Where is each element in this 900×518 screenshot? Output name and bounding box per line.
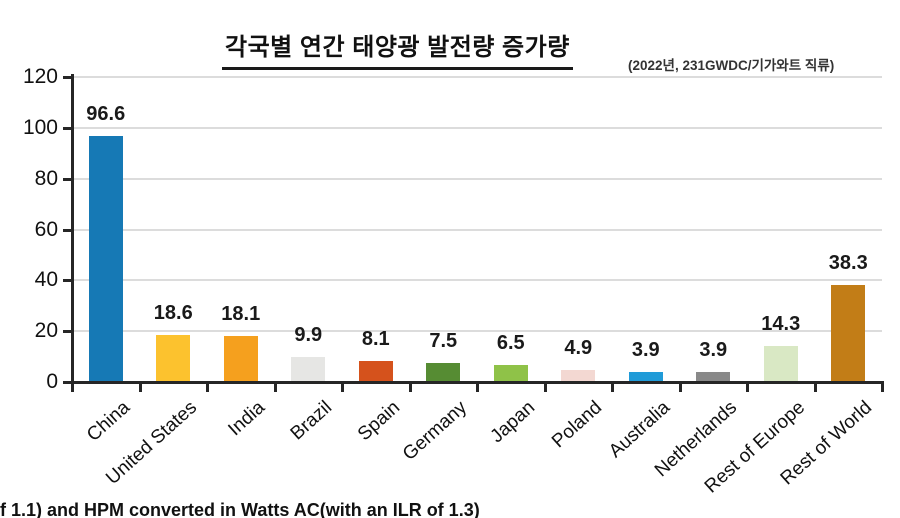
x-axis-tick-3 — [273, 384, 277, 392]
gridline-80 — [72, 177, 882, 180]
x-axis-label-poland: Poland — [548, 397, 607, 453]
y-axis-label-120: 120 — [22, 65, 58, 88]
footnote-clipped-text: f 1.1) and HPM converted in Watts AC(wit… — [0, 500, 480, 518]
chart-subtitle: (2022년, 231GWDC/기가와트 직류) — [628, 58, 835, 73]
y-axis-tick-20 — [63, 330, 72, 334]
x-axis-label-india: India — [224, 397, 269, 441]
y-axis-tick-100 — [63, 126, 72, 130]
bar-rest-of-world — [831, 284, 866, 382]
x-axis-tick-8 — [611, 384, 614, 392]
x-axis-tick-11 — [813, 384, 817, 392]
x-axis-tick-4 — [341, 384, 344, 392]
y-axis-label-0: 0 — [46, 370, 58, 393]
bar-value-china: 96.6 — [86, 103, 126, 126]
bar-value-rest-of-europe: 14.3 — [761, 312, 801, 335]
bar-value-india: 18.1 — [221, 302, 261, 325]
y-axis-line — [71, 74, 74, 385]
bar-india — [223, 335, 258, 382]
gridline-60 — [72, 228, 882, 231]
x-axis-label-germany: Germany — [399, 397, 472, 465]
x-axis-tick-1 — [138, 384, 142, 392]
bar-value-spain: 8.1 — [361, 328, 390, 351]
y-axis-label-20: 20 — [34, 319, 58, 343]
y-axis-tick-80 — [63, 177, 72, 181]
bar-poland — [561, 369, 596, 382]
y-axis-tick-60 — [63, 228, 72, 232]
x-axis-label-spain: Spain — [353, 397, 404, 446]
bar-spain — [358, 361, 393, 382]
x-axis-label-japan: Japan — [486, 397, 539, 448]
y-axis-tick-40 — [63, 279, 72, 283]
x-axis-label-brazil: Brazil — [286, 397, 337, 445]
x-axis-tick-5 — [408, 384, 412, 392]
y-axis-tick-0 — [63, 381, 72, 384]
y-axis-label-60: 60 — [34, 217, 58, 241]
bar-value-brazil: 9.9 — [294, 323, 323, 346]
bar-australia — [628, 372, 663, 382]
x-axis-tick-7 — [543, 384, 547, 392]
x-axis-tick-9 — [678, 384, 682, 392]
y-axis-label-100: 100 — [22, 115, 58, 139]
gridline-120 — [72, 76, 882, 78]
x-axis-tick-12 — [881, 384, 884, 392]
bar-value-australia: 3.9 — [631, 339, 660, 362]
bar-netherlands — [696, 372, 731, 382]
bar-germany — [426, 362, 461, 382]
x-axis-label-china: China — [82, 397, 134, 446]
y-axis-label-80: 80 — [34, 166, 58, 190]
y-axis-label-40: 40 — [34, 268, 58, 292]
x-axis-tick-6 — [476, 384, 479, 392]
bar-value-rest-of-world: 38.3 — [828, 251, 868, 274]
bar-rest-of-europe — [763, 345, 798, 382]
bar-value-netherlands: 3.9 — [699, 339, 728, 362]
bar-value-germany: 7.5 — [429, 329, 458, 352]
bar-brazil — [291, 356, 326, 382]
gridline-100 — [72, 126, 882, 129]
x-axis-tick-10 — [746, 384, 749, 392]
x-axis-tick-0 — [71, 384, 74, 392]
bar-united-states — [156, 334, 191, 382]
y-axis-tick-120 — [63, 76, 72, 79]
gridline-40 — [72, 279, 882, 282]
bar-japan — [493, 365, 528, 382]
bar-value-poland: 4.9 — [564, 336, 593, 359]
bar-china — [88, 136, 123, 382]
bar-value-japan: 6.5 — [496, 332, 525, 355]
chart-title: 각국별 연간 태양광 발전량 증가량 — [222, 27, 573, 70]
gridline-20 — [72, 330, 882, 333]
x-axis-line — [71, 381, 884, 384]
bar-value-united-states: 18.6 — [153, 301, 193, 324]
x-axis-tick-2 — [206, 384, 209, 392]
